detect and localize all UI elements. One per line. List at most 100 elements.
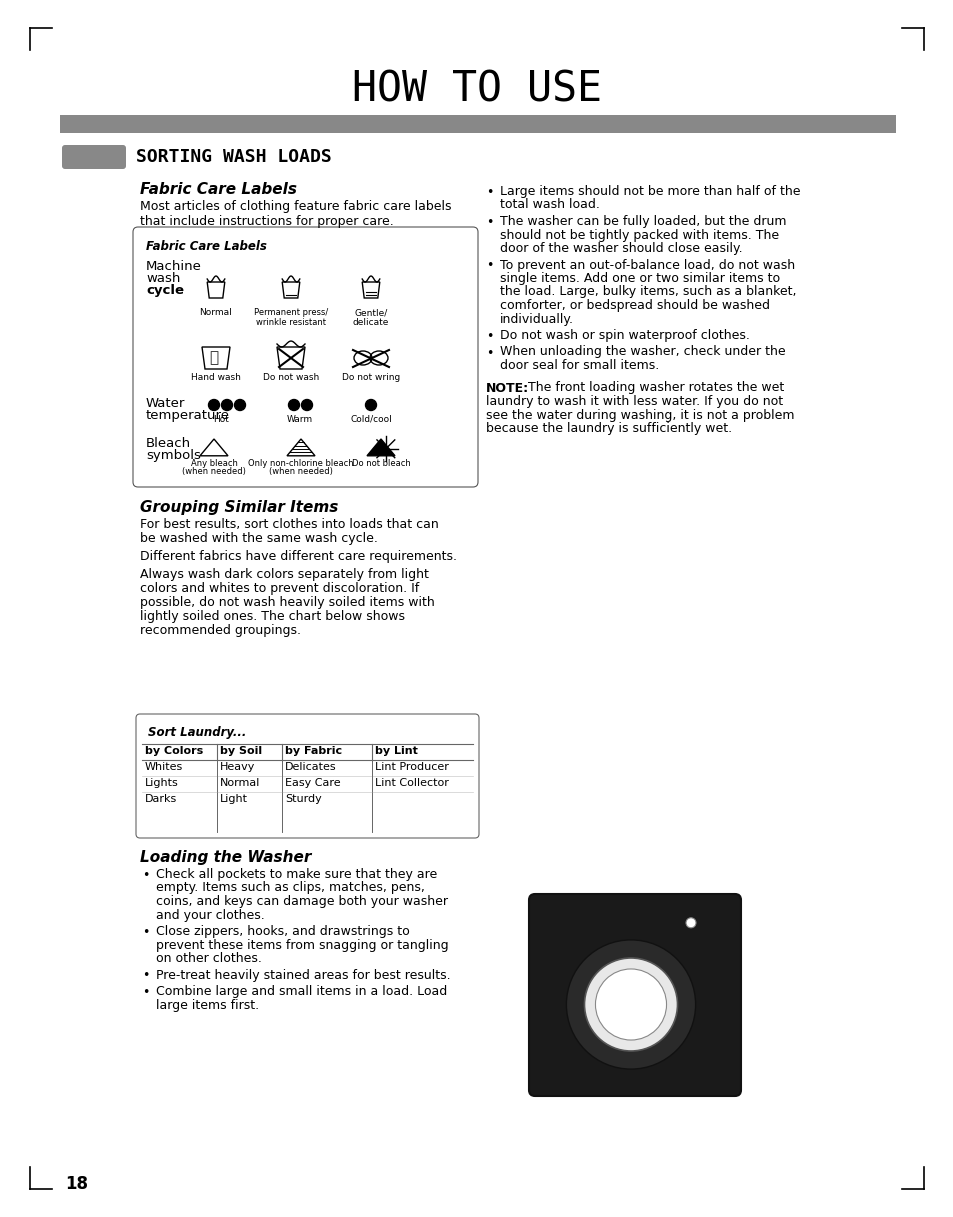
Text: door seal for small items.: door seal for small items.	[499, 359, 659, 372]
Text: Delicates: Delicates	[285, 762, 336, 772]
Text: •: •	[142, 869, 150, 882]
Text: by Colors: by Colors	[145, 746, 203, 756]
Text: single items. Add one or two similar items to: single items. Add one or two similar ite…	[499, 273, 780, 285]
Text: •: •	[142, 986, 150, 999]
Bar	[142, 744, 473, 759]
Text: on other clothes.: on other clothes.	[156, 952, 262, 965]
Circle shape	[234, 399, 245, 410]
Text: individually.: individually.	[499, 313, 574, 325]
Text: Combine large and small items in a load. Load: Combine large and small items in a load.…	[156, 985, 447, 998]
Text: Whites: Whites	[145, 762, 183, 772]
Text: •: •	[485, 215, 493, 229]
Text: Heavy: Heavy	[220, 762, 255, 772]
Text: by Lint: by Lint	[375, 746, 417, 756]
Text: symbols: symbols	[146, 449, 201, 462]
Text: be washed with the same wash cycle.: be washed with the same wash cycle.	[140, 532, 377, 545]
Text: •: •	[485, 259, 493, 273]
Text: Different fabrics have different care requirements.: Different fabrics have different care re…	[140, 550, 456, 563]
Text: temperature: temperature	[146, 409, 230, 422]
Text: lightly soiled ones. The chart below shows: lightly soiled ones. The chart below sho…	[140, 610, 405, 623]
Text: SORTING WASH LOADS: SORTING WASH LOADS	[136, 148, 332, 166]
Circle shape	[365, 399, 376, 410]
Text: For best results, sort clothes into loads that can: For best results, sort clothes into load…	[140, 518, 438, 531]
Text: Close zippers, hooks, and drawstrings to: Close zippers, hooks, and drawstrings to	[156, 925, 410, 938]
Text: Sturdy: Sturdy	[285, 793, 321, 804]
Text: Lint Producer: Lint Producer	[375, 762, 449, 772]
Text: Loading the Washer: Loading the Washer	[140, 849, 311, 865]
Polygon shape	[367, 439, 395, 456]
Circle shape	[288, 399, 299, 410]
Text: •: •	[485, 186, 493, 200]
Text: Pre-treat heavily stained areas for best results.: Pre-treat heavily stained areas for best…	[156, 969, 450, 981]
Text: Fabric Care Labels: Fabric Care Labels	[146, 240, 267, 253]
Circle shape	[685, 918, 696, 927]
Text: HOW TO USE: HOW TO USE	[352, 68, 601, 110]
Text: Darks: Darks	[145, 793, 177, 804]
Circle shape	[301, 399, 313, 410]
Text: Only non-chlorine bleach: Only non-chlorine bleach	[248, 459, 354, 469]
Text: possible, do not wash heavily soiled items with: possible, do not wash heavily soiled ite…	[140, 596, 435, 608]
Text: colors and whites to prevent discoloration. If: colors and whites to prevent discolorati…	[140, 582, 418, 595]
Text: Cold/cool: Cold/cool	[350, 415, 392, 424]
Text: delicate: delicate	[353, 318, 389, 327]
Text: recommended groupings.: recommended groupings.	[140, 624, 301, 636]
Text: Hot: Hot	[213, 415, 229, 424]
Circle shape	[595, 969, 666, 1041]
Text: Do not wash or spin waterproof clothes.: Do not wash or spin waterproof clothes.	[499, 329, 749, 342]
Text: The front loading washer rotates the wet: The front loading washer rotates the wet	[523, 381, 783, 394]
Text: The washer can be fully loaded, but the drum: The washer can be fully loaded, but the …	[499, 215, 785, 228]
Circle shape	[566, 940, 695, 1069]
Text: Bleach: Bleach	[146, 437, 191, 450]
Text: Always wash dark colors separately from light: Always wash dark colors separately from …	[140, 568, 429, 581]
Text: Check all pockets to make sure that they are: Check all pockets to make sure that they…	[156, 868, 436, 881]
Circle shape	[584, 958, 677, 1051]
Text: laundry to wash it with less water. If you do not: laundry to wash it with less water. If y…	[485, 396, 782, 408]
Text: Machine: Machine	[146, 260, 202, 273]
Text: wash: wash	[146, 273, 180, 285]
Text: 18: 18	[65, 1174, 88, 1193]
Text: Gentle/: Gentle/	[354, 308, 387, 316]
Text: Large items should not be more than half of the: Large items should not be more than half…	[499, 185, 800, 198]
Text: Lights: Lights	[145, 778, 178, 787]
Text: (when needed): (when needed)	[182, 467, 246, 476]
Text: Any bleach: Any bleach	[191, 459, 237, 469]
Text: ✋: ✋	[210, 350, 218, 365]
Text: Normal: Normal	[199, 308, 233, 316]
Text: •: •	[485, 330, 493, 343]
Text: Lint Collector: Lint Collector	[375, 778, 449, 787]
Text: Warm: Warm	[287, 415, 313, 424]
Text: see the water during washing, it is not a problem: see the water during washing, it is not …	[485, 409, 794, 421]
Text: Most articles of clothing feature fabric care labels: Most articles of clothing feature fabric…	[140, 200, 451, 213]
Text: (when needed): (when needed)	[269, 467, 333, 476]
Text: prevent these items from snagging or tangling: prevent these items from snagging or tan…	[156, 938, 448, 952]
Circle shape	[209, 399, 219, 410]
Text: Fabric Care Labels: Fabric Care Labels	[140, 183, 296, 197]
Text: Do not wring: Do not wring	[341, 372, 399, 382]
Text: because the laundry is sufficiently wet.: because the laundry is sufficiently wet.	[485, 422, 731, 434]
Text: When unloading the washer, check under the: When unloading the washer, check under t…	[499, 346, 785, 359]
Text: •: •	[142, 970, 150, 982]
Text: by Fabric: by Fabric	[285, 746, 342, 756]
Text: Grouping Similar Items: Grouping Similar Items	[140, 500, 338, 515]
Text: Normal: Normal	[220, 778, 260, 787]
Text: Light: Light	[220, 793, 248, 804]
Text: that include instructions for proper care.: that include instructions for proper car…	[140, 215, 394, 228]
Text: total wash load.: total wash load.	[499, 198, 599, 212]
FancyBboxPatch shape	[136, 714, 478, 839]
Text: Water: Water	[146, 397, 185, 410]
Text: Sort Laundry...: Sort Laundry...	[148, 727, 246, 739]
Text: should not be tightly packed with items. The: should not be tightly packed with items.…	[499, 229, 779, 241]
Text: To prevent an out-of-balance load, do not wash: To prevent an out-of-balance load, do no…	[499, 258, 794, 271]
Text: •: •	[142, 926, 150, 940]
Text: large items first.: large items first.	[156, 998, 259, 1011]
Text: Permanent press/: Permanent press/	[253, 308, 328, 316]
Bar	[60, 114, 895, 133]
Circle shape	[221, 399, 233, 410]
FancyBboxPatch shape	[62, 145, 126, 169]
Text: empty. Items such as clips, matches, pens,: empty. Items such as clips, matches, pen…	[156, 881, 424, 894]
FancyBboxPatch shape	[529, 894, 740, 1097]
Text: the load. Large, bulky items, such as a blanket,: the load. Large, bulky items, such as a …	[499, 286, 796, 298]
Text: Do not wash: Do not wash	[263, 372, 319, 382]
Text: Easy Care: Easy Care	[285, 778, 340, 787]
Text: •: •	[485, 347, 493, 359]
